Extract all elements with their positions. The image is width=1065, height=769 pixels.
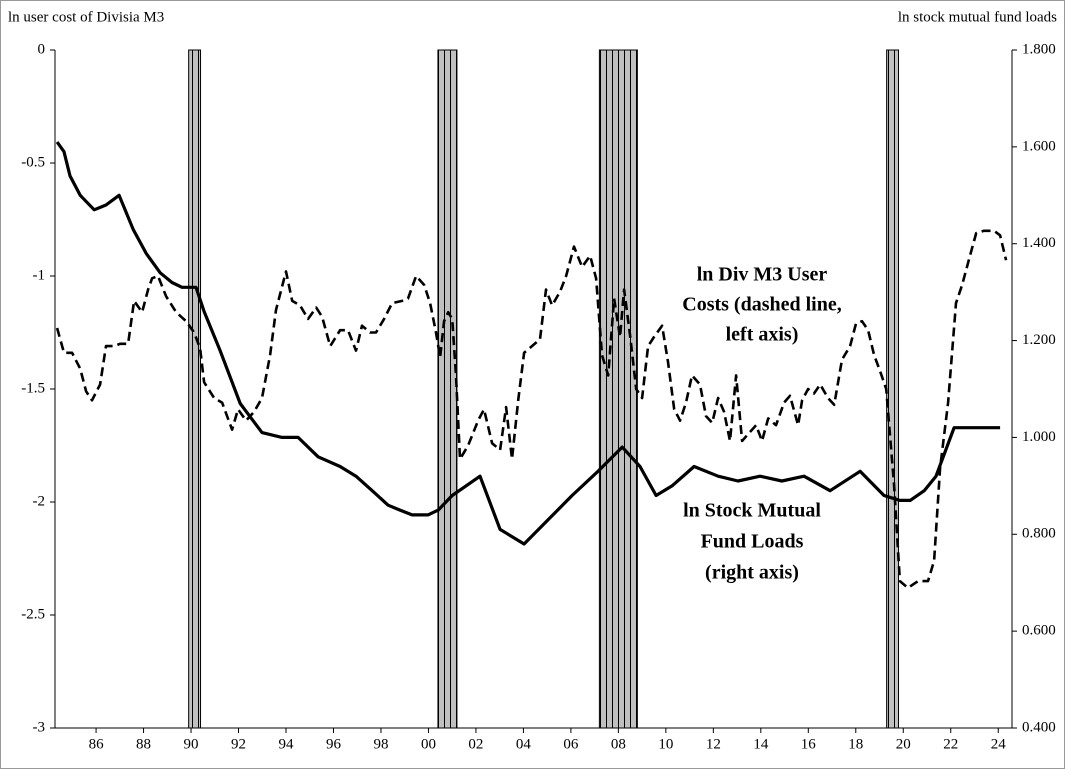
- series-line: [55, 229, 1008, 590]
- y2-tick-label: 1.800: [1022, 41, 1056, 57]
- y-axis-title: ln user cost of Divisia M3: [8, 9, 164, 25]
- y2-tick-label: 1.600: [1022, 138, 1056, 154]
- x-tick-label: 92: [231, 736, 246, 752]
- shaded-period: [437, 49, 458, 729]
- annotation: ln Stock Mutual: [683, 500, 821, 522]
- y2-tick-label: 1.200: [1022, 332, 1056, 348]
- x-tick-label: 08: [611, 736, 626, 752]
- annotation: (right axis): [705, 562, 799, 584]
- y-tick-label: -0.5: [21, 154, 45, 170]
- x-tick-label: 16: [801, 736, 817, 752]
- x-tick-label: 96: [326, 736, 342, 752]
- y-tick-label: -3: [33, 719, 46, 735]
- y2-tick-label: 0.400: [1022, 719, 1056, 735]
- annotation: Fund Loads: [701, 531, 804, 553]
- annotation: Costs (dashed line,: [682, 294, 841, 316]
- y-tick-label: -1.5: [21, 380, 45, 396]
- x-tick-label: 24: [991, 736, 1007, 752]
- x-tick-label: 98: [373, 736, 388, 752]
- y-tick-label: 0: [38, 41, 46, 57]
- x-tick-label: 02: [468, 736, 483, 752]
- x-tick-label: 10: [658, 736, 673, 752]
- shaded-period: [188, 49, 202, 729]
- y-tick-label: -2: [33, 493, 46, 509]
- x-tick-label: 18: [848, 736, 863, 752]
- x-tick-label: 12: [706, 736, 721, 752]
- shaded-period: [598, 49, 638, 729]
- x-tick-label: 90: [184, 736, 199, 752]
- x-tick-label: 04: [516, 736, 532, 752]
- y2-axis-title: ln stock mutual fund loads: [898, 9, 1057, 25]
- annotation: ln Div M3 User: [697, 264, 828, 286]
- y-tick-label: -2.5: [21, 606, 45, 622]
- y2-tick-label: 0.800: [1022, 526, 1056, 542]
- y2-tick-label: 1.400: [1022, 235, 1056, 251]
- series-line: [55, 141, 1001, 546]
- x-tick-label: 20: [896, 736, 911, 752]
- annotation: left axis): [726, 324, 799, 346]
- x-tick-label: 22: [943, 736, 958, 752]
- y2-tick-label: 0.600: [1022, 623, 1056, 639]
- x-tick-label: 06: [563, 736, 579, 752]
- y2-tick-label: 1.000: [1022, 429, 1056, 445]
- x-tick-label: 00: [421, 736, 436, 752]
- x-tick-label: 88: [136, 736, 151, 752]
- shaded-period: [886, 49, 900, 729]
- y-tick-label: -1: [33, 267, 46, 283]
- x-tick-label: 86: [89, 736, 105, 752]
- x-tick-label: 14: [753, 736, 769, 752]
- x-tick-label: 94: [279, 736, 295, 752]
